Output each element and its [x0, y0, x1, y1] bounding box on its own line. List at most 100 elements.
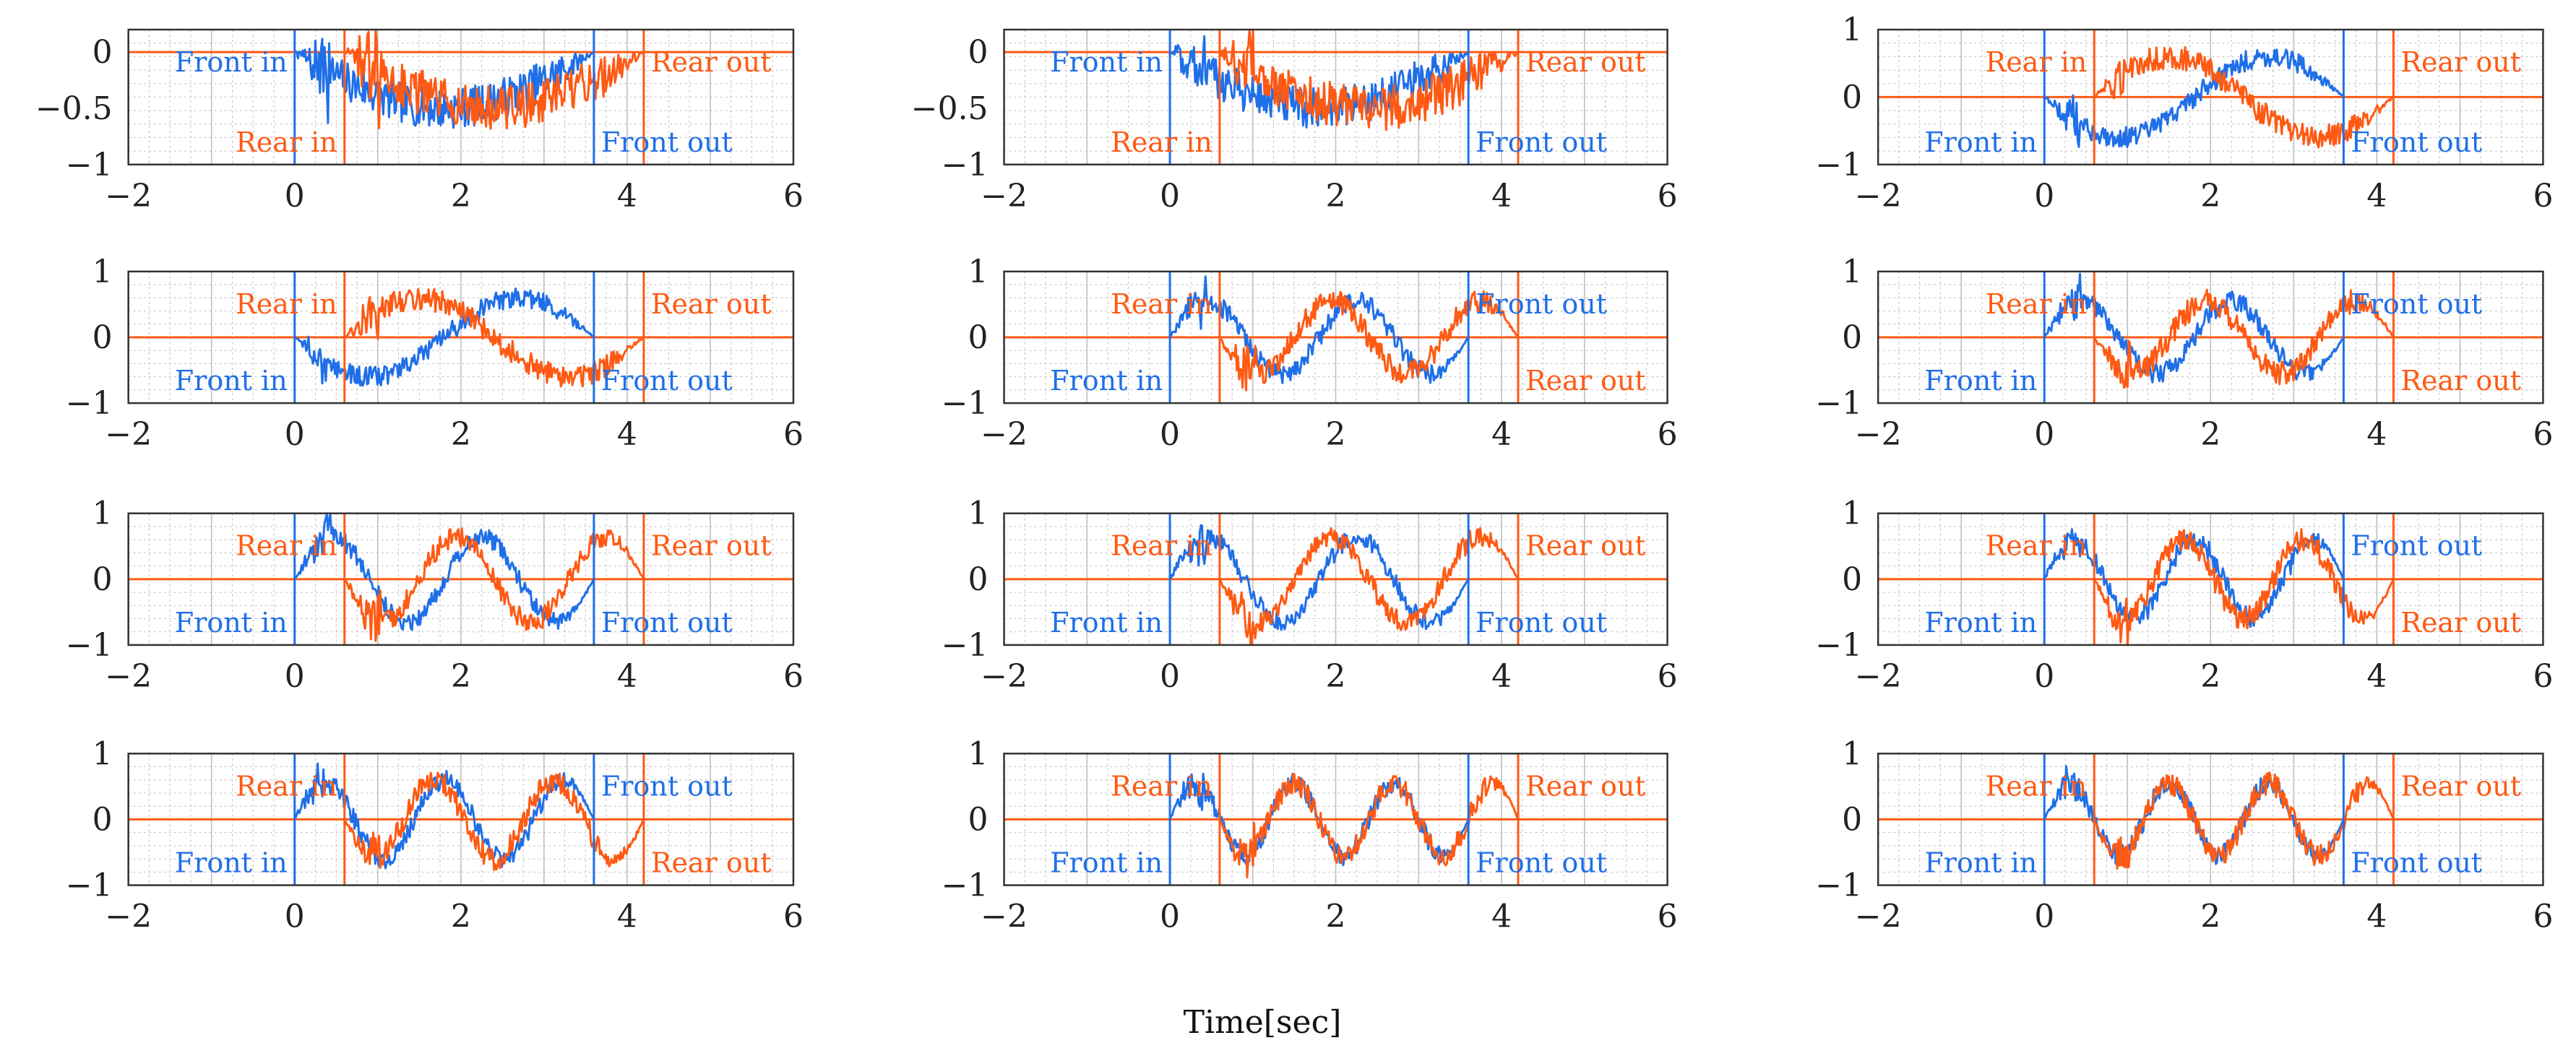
y-tick-label: 0 [1842, 801, 1862, 838]
event-label: Front in [1050, 46, 1163, 78]
y-tick-label: 1 [968, 254, 988, 290]
event-label: Rear out [1525, 365, 1646, 397]
x-tick-label: 2 [2200, 658, 2220, 695]
event-label: Front in [175, 46, 288, 78]
x-tick-label: 2 [451, 178, 471, 215]
subplot-12: −2 0 2 4 6 1 0 −1 Front in Rear in Front out Rear o… [1815, 735, 2553, 935]
y-tick-label: −1 [66, 627, 113, 664]
event-label: Front out [2351, 847, 2482, 879]
event-label: Front out [601, 607, 733, 639]
event-label: Front out [601, 126, 733, 158]
x-tick-label: 6 [783, 658, 804, 695]
x-tick-label: 4 [1491, 178, 1512, 215]
x-tick-label: 6 [783, 178, 804, 215]
x-tick-label: −2 [1855, 416, 1902, 453]
series-rear-line [2093, 528, 2395, 646]
x-tick-label: 0 [285, 416, 305, 453]
y-tick-label: 0 [968, 319, 988, 356]
x-tick-label: 6 [1658, 899, 1678, 935]
y-tick-label: −1 [1815, 867, 1862, 904]
x-tick-label: 2 [2200, 416, 2220, 453]
x-tick-label: 4 [2366, 658, 2387, 695]
subplot-1: −2 0 2 4 6 0 −0.5 −1 Front in Rear in Front out Rea… [35, 28, 804, 215]
event-label: Front in [1924, 847, 2037, 879]
event-label: Front in [175, 847, 288, 879]
y-tick-label: 0 [1842, 79, 1862, 116]
subplot-5: −2 0 2 4 6 1 0 −1 Front in Rear in Front out Rear o… [942, 254, 1678, 453]
subplot-3: −2 0 2 4 6 1 0 −1 Front in Rear in Front out Rear o… [1815, 12, 2553, 215]
y-tick-label: 1 [1842, 12, 1862, 48]
event-label: Rear in [1111, 126, 1212, 158]
event-label: Rear in [1111, 288, 1212, 320]
x-tick-label: −2 [981, 899, 1028, 935]
x-tick-label: 0 [1160, 178, 1180, 215]
x-tick-label: 4 [2366, 416, 2387, 453]
event-label: Rear out [1525, 530, 1646, 562]
event-label: Rear in [1986, 770, 2088, 802]
x-tick-label: 6 [1658, 416, 1678, 453]
event-label: Front in [175, 365, 288, 397]
axes-frame [127, 753, 795, 886]
event-label: Rear in [1111, 530, 1212, 562]
y-tick-label: 0 [968, 801, 988, 838]
axes-frame [1003, 512, 1668, 646]
x-tick-label: −2 [1855, 658, 1902, 695]
y-tick-label: −1 [1815, 627, 1862, 664]
event-label: Rear in [236, 288, 337, 320]
y-tick-label: 1 [1842, 735, 1862, 772]
x-axis-label: Time[sec] [1184, 1004, 1342, 1041]
event-label: Front in [1050, 607, 1163, 639]
axes-frame [127, 28, 795, 166]
y-tick-label: 1 [968, 495, 988, 532]
x-tick-label: 2 [2200, 899, 2220, 935]
subplot-6: −2 0 2 4 6 1 0 −1 Front in Rear in Front out Rear o… [1815, 254, 2553, 453]
x-tick-label: 6 [2533, 178, 2553, 215]
event-label: Front in [1924, 365, 2037, 397]
x-tick-label: 2 [451, 899, 471, 935]
axes-frame [127, 512, 795, 646]
event-label: Rear in [236, 530, 337, 562]
x-tick-label: 0 [2034, 416, 2054, 453]
y-tick-label: −1 [66, 147, 113, 183]
y-tick-label: −1 [942, 147, 988, 183]
event-label: Front out [601, 770, 733, 802]
event-label: Front out [2351, 288, 2482, 320]
event-label: Front in [1924, 607, 2037, 639]
axes-frame [1003, 28, 1668, 166]
x-tick-label: 4 [617, 416, 637, 453]
axes-frame [1877, 512, 2544, 646]
event-label: Front out [2351, 530, 2482, 562]
subplot-11: −2 0 2 4 6 1 0 −1 Front in Rear in Front out Rear o… [942, 735, 1678, 935]
x-tick-label: 4 [1491, 658, 1512, 695]
x-tick-label: 0 [1160, 899, 1180, 935]
subplot-2: −2 0 2 4 6 0 −0.5 −1 Front in Rear in Front out Rea… [911, 28, 1678, 215]
x-tick-label: −2 [1855, 178, 1902, 215]
y-tick-label: 1 [968, 735, 988, 772]
y-tick-label: −1 [66, 867, 113, 904]
y-tick-label: −1 [1815, 147, 1862, 183]
x-tick-label: 4 [1491, 899, 1512, 935]
axes-frame [127, 270, 795, 404]
axes-frame [1877, 28, 2544, 166]
series-rear-line [1218, 527, 1520, 646]
x-tick-label: 0 [2034, 899, 2054, 935]
y-tick-label: −1 [942, 627, 988, 664]
y-tick-label: 0 [92, 34, 113, 71]
series-rear-line [1218, 28, 1520, 131]
x-tick-label: −2 [981, 658, 1028, 695]
x-tick-label: 6 [2533, 658, 2553, 695]
subplot-8: −2 0 2 4 6 1 0 −1 Front in Rear in Front out Rear o… [942, 495, 1678, 695]
y-tick-label: 0 [92, 801, 113, 838]
x-tick-label: −2 [105, 178, 152, 215]
x-tick-label: 6 [2533, 899, 2553, 935]
subplot-10: −2 0 2 4 6 1 0 −1 Front in Rear in Front out Rear o… [66, 735, 804, 935]
y-tick-label: 1 [92, 495, 113, 532]
y-tick-label: 0 [968, 34, 988, 71]
x-tick-label: 2 [1326, 416, 1346, 453]
event-label: Rear out [2400, 770, 2521, 802]
event-label: Front out [1476, 126, 1607, 158]
y-tick-label: −1 [66, 385, 113, 422]
event-label: Front in [1924, 126, 2037, 158]
event-label: Rear out [651, 847, 772, 879]
